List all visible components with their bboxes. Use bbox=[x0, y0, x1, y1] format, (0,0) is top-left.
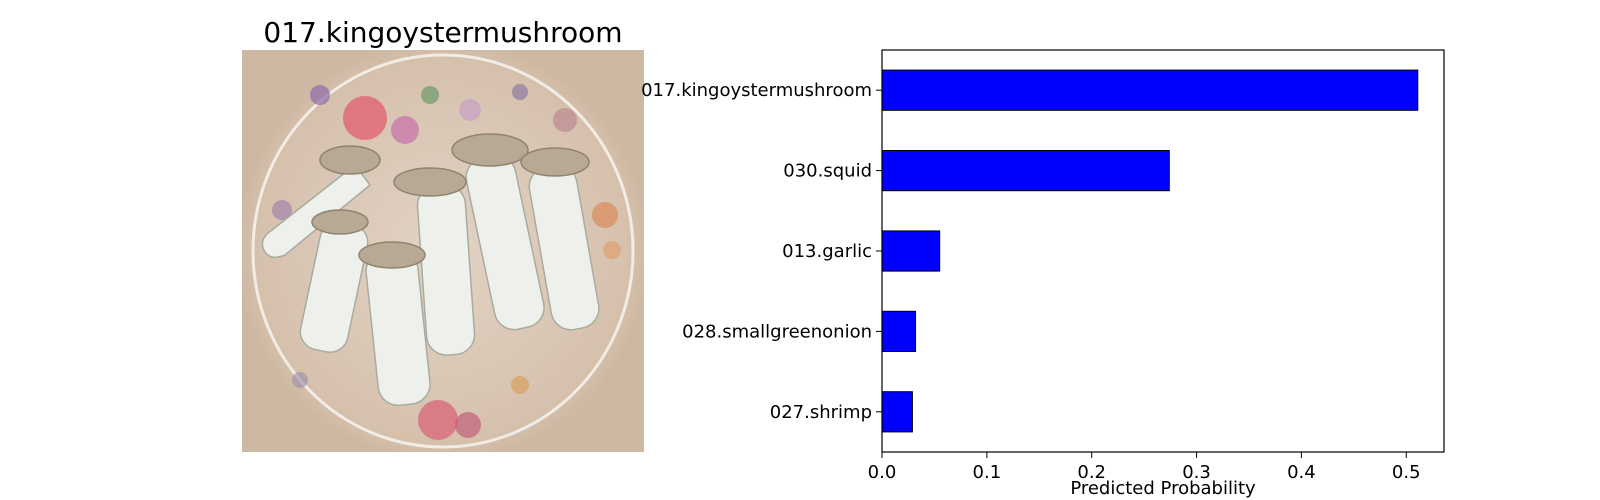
y-tick-label: 030.squid bbox=[783, 161, 872, 182]
y-tick-label: 017.kingoystermushroom bbox=[641, 80, 872, 101]
x-tick-label: 0.4 bbox=[1287, 462, 1316, 483]
mushroom-photo bbox=[242, 50, 644, 452]
y-tick-label: 028.smallgreenonion bbox=[682, 321, 872, 342]
x-tick-label: 0.3 bbox=[1182, 462, 1211, 483]
plate-flowers bbox=[272, 84, 621, 440]
bar-chart: 017.kingoystermushroom 030.squid 013.garli… bbox=[641, 49, 1445, 499]
image-title: 017.kingoystermushroom bbox=[263, 16, 622, 49]
mushrooms bbox=[261, 154, 600, 407]
bars bbox=[881, 69, 1419, 433]
bar-027.shrimp bbox=[881, 391, 913, 433]
x-tick-label: 0.0 bbox=[868, 462, 897, 483]
x-tick-label: 0.5 bbox=[1392, 462, 1421, 483]
mushroom-caps bbox=[311, 133, 590, 269]
y-tick-labels: 017.kingoystermushroom 030.squid 013.garli… bbox=[641, 80, 882, 423]
x-axis-label: Predicted Probability bbox=[1070, 478, 1256, 499]
x-tick-label: 0.1 bbox=[973, 462, 1002, 483]
x-ticks: 0.0 0.1 0.2 0.3 0.4 0.5 bbox=[868, 452, 1421, 483]
x-tick-label: 0.2 bbox=[1077, 462, 1106, 483]
bar-030.squid bbox=[881, 150, 1170, 192]
y-tick-label: 027.shrimp bbox=[770, 402, 872, 423]
bar-028.smallgreenonion bbox=[881, 310, 917, 352]
bar-017.kingoystermushroom bbox=[881, 69, 1419, 111]
bar-013.garlic bbox=[881, 230, 941, 272]
y-tick-label: 013.garlic bbox=[782, 241, 872, 262]
axes-frame bbox=[881, 49, 1445, 453]
